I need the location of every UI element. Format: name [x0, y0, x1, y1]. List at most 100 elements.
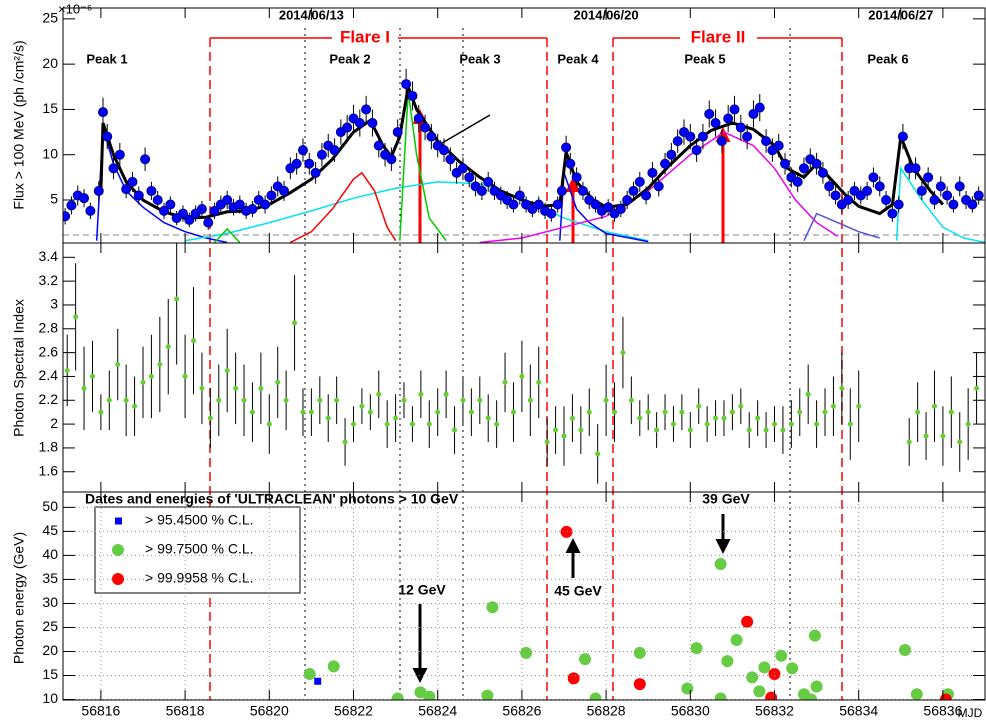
data-point	[942, 190, 953, 201]
y-tick-label: 10	[42, 145, 58, 161]
data-point	[923, 172, 934, 183]
data-point	[620, 350, 626, 356]
data-point	[203, 217, 214, 228]
data-point	[893, 199, 904, 210]
data-point	[628, 397, 634, 403]
photon	[481, 689, 494, 700]
data-point	[679, 409, 685, 415]
data-point	[569, 415, 575, 421]
x-tick-label: 56822	[334, 703, 373, 719]
data-point	[132, 403, 138, 409]
data-point	[439, 145, 450, 156]
data-point	[152, 194, 163, 205]
data-point	[426, 131, 437, 142]
data-point	[755, 415, 761, 421]
data-point	[350, 421, 356, 427]
y-tick-label: 50	[42, 498, 58, 514]
y-tick-label: 3.2	[39, 272, 59, 288]
photon	[714, 558, 727, 571]
y-tick-label: 2	[50, 415, 58, 431]
data-point	[641, 190, 652, 201]
x-tick-label: 56824	[418, 703, 457, 719]
data-point	[196, 204, 207, 215]
data-point	[384, 421, 390, 427]
data-point	[275, 379, 281, 385]
data-point	[612, 409, 618, 415]
data-point	[645, 409, 651, 415]
x-tick-label: 56834	[839, 703, 878, 719]
data-point	[954, 181, 965, 192]
data-point	[413, 113, 424, 124]
data-point	[662, 409, 668, 415]
photon	[808, 629, 821, 642]
data-point	[527, 397, 533, 403]
data-point	[754, 102, 765, 113]
data-point	[207, 415, 213, 421]
x-tick-label: 56816	[81, 703, 120, 719]
y-tick-label: 3	[50, 296, 58, 312]
photon	[520, 646, 533, 659]
data-point	[742, 131, 753, 142]
peak-label: Peak 5	[684, 51, 725, 66]
data-point	[565, 158, 576, 169]
peak-label: Peak 6	[867, 51, 908, 66]
data-point	[115, 362, 121, 368]
data-point	[713, 415, 719, 421]
data-point	[279, 185, 290, 196]
data-point	[533, 199, 544, 210]
peak-label: Peak 1	[86, 51, 127, 66]
data-point	[81, 385, 87, 391]
top-tick-label: 2014/06/27	[868, 7, 933, 22]
photon	[579, 653, 592, 666]
y-tick-label: 2.2	[39, 391, 59, 407]
y-tick-label: 3.4	[39, 248, 59, 264]
data-point	[830, 403, 836, 409]
panel-frame	[62, 491, 986, 701]
top-tick-label: 2014/06/13	[279, 7, 344, 22]
data-point	[628, 185, 639, 196]
data-point	[165, 344, 171, 350]
data-point	[443, 391, 449, 397]
pointer-arrow	[435, 114, 491, 147]
data-point	[93, 185, 104, 196]
data-point	[233, 385, 239, 391]
data-point	[420, 122, 431, 133]
data-point	[696, 403, 702, 409]
data-point	[798, 163, 809, 174]
data-point	[965, 421, 971, 427]
data-point	[923, 433, 929, 439]
data-point	[373, 140, 384, 151]
data-point	[839, 385, 845, 391]
data-point	[906, 439, 912, 445]
data-point	[822, 409, 828, 415]
y-axis-label: Flux > 100 MeV (ph /cm²/s)	[11, 40, 27, 209]
data-point	[184, 214, 195, 225]
data-point	[199, 385, 205, 391]
data-point	[967, 199, 978, 210]
data-point	[974, 385, 980, 391]
data-point	[308, 409, 314, 415]
y-tick-label: 15	[42, 666, 58, 682]
data-point	[140, 379, 146, 385]
data-point	[342, 439, 348, 445]
data-point	[297, 145, 308, 156]
legend-box	[94, 506, 301, 594]
y-tick-label: 45	[42, 522, 58, 538]
photon	[327, 660, 340, 673]
data-point	[334, 397, 340, 403]
data-point	[552, 199, 563, 210]
y-tick-label: 25	[42, 618, 58, 634]
data-point	[386, 154, 397, 165]
data-point	[304, 158, 315, 169]
panel-frame	[62, 242, 986, 493]
data-point	[716, 136, 727, 147]
photon	[314, 677, 322, 685]
data-point	[622, 194, 633, 205]
data-point	[856, 403, 862, 409]
data-point	[577, 185, 588, 196]
y-tick-label: 25	[42, 10, 58, 26]
data-point	[687, 427, 693, 433]
photon	[721, 655, 734, 668]
data-point	[367, 118, 378, 129]
